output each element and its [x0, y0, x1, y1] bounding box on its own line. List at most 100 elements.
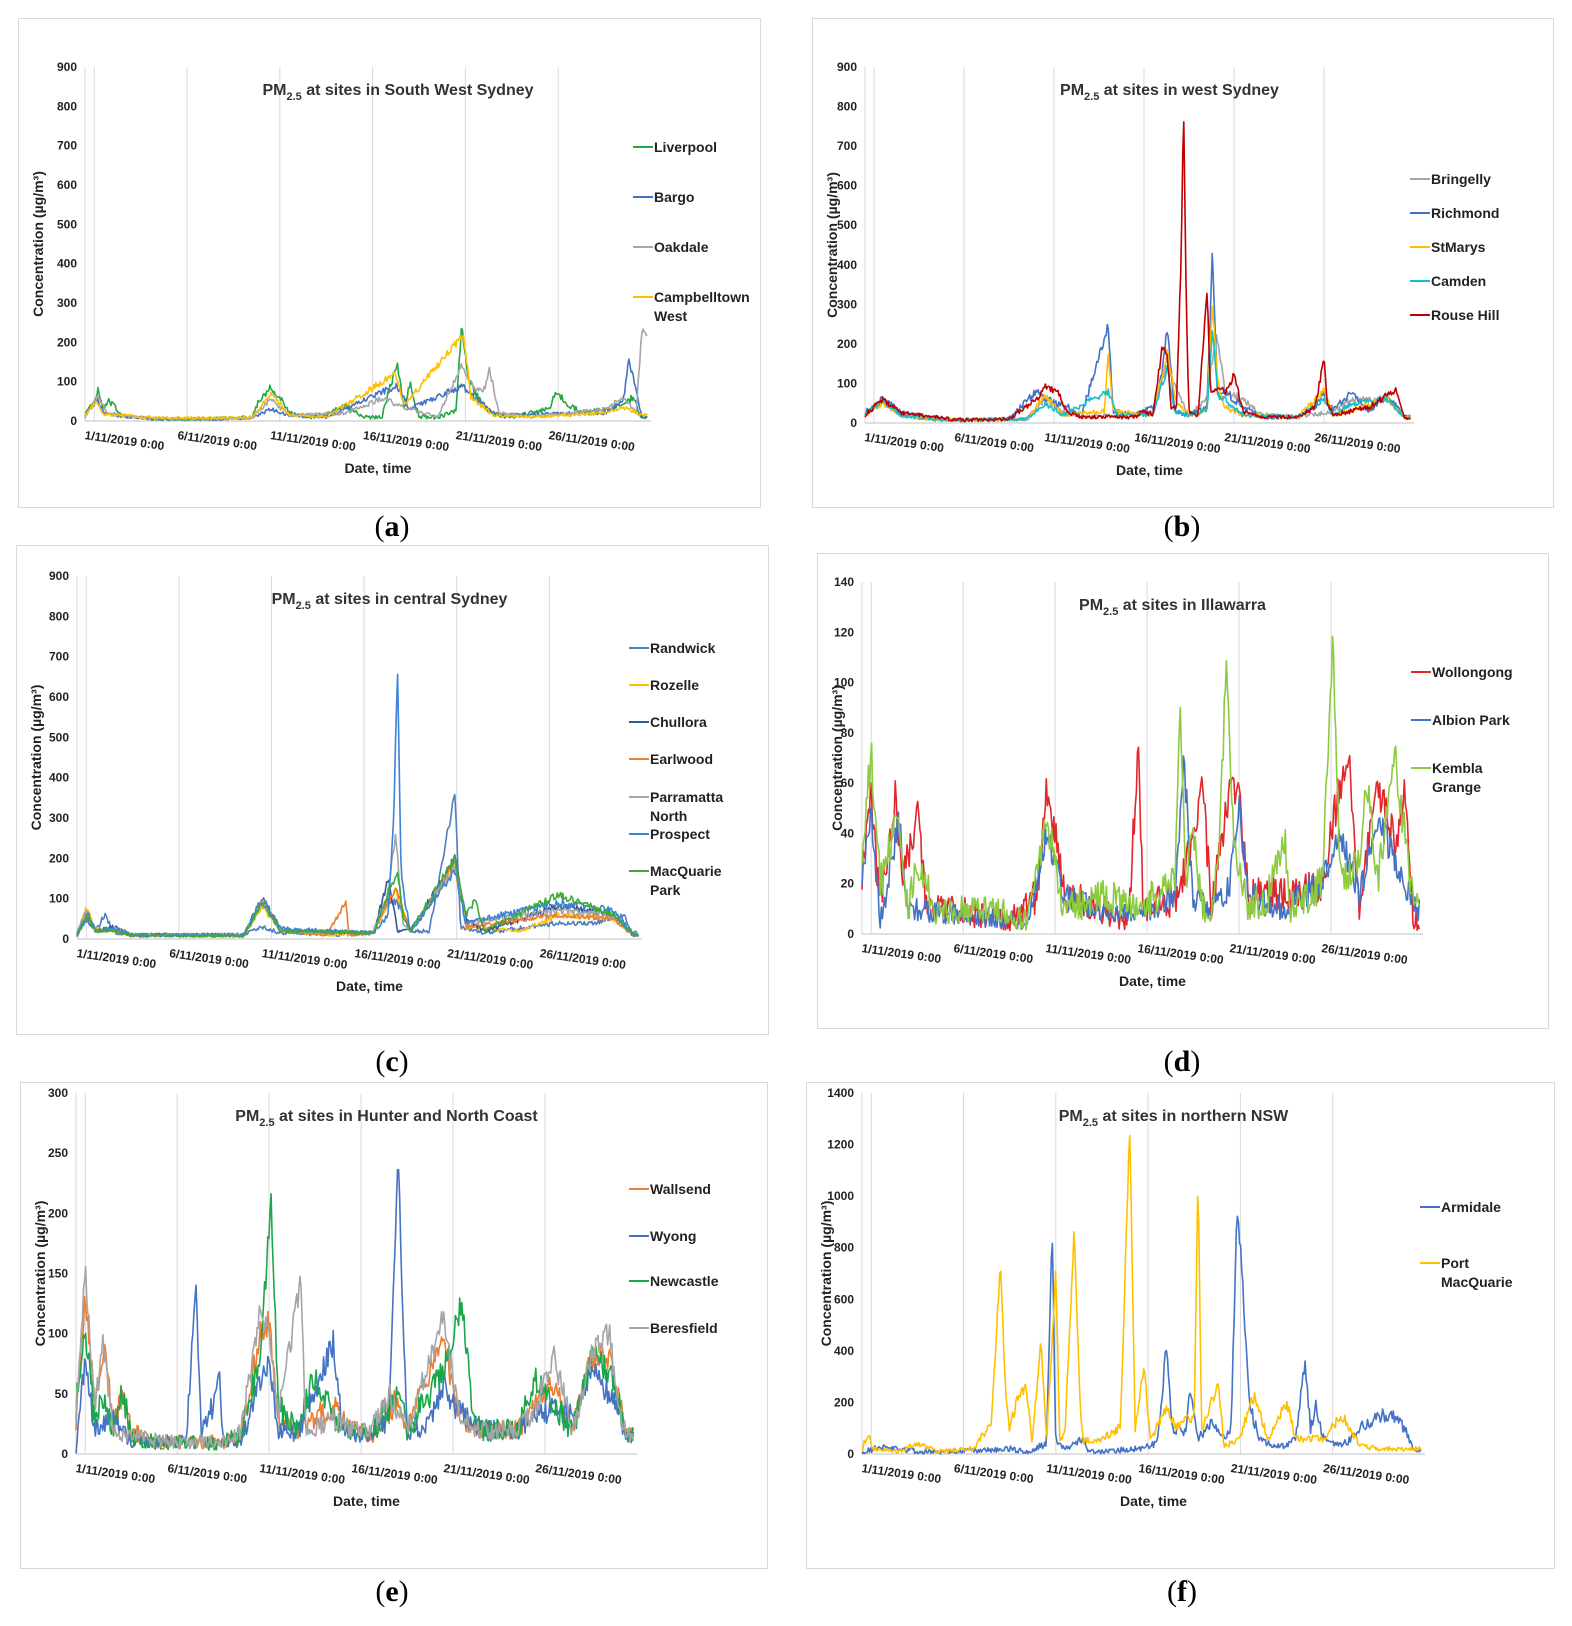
chart-svg-c: 0 100 200 300 400 500 600 700 800 900 1/11/2019 0:…: [28, 569, 723, 994]
x-tick-label: 16/11/2019 0:00: [1134, 430, 1222, 456]
chart-title: PM2.5 at sites in northern NSW: [1059, 1108, 1289, 1129]
series-line-kembla-grange: [861, 635, 1421, 931]
y-tick-label: 500: [57, 217, 77, 231]
legend-label: MacQuarie Park: [650, 863, 722, 898]
caption-a: (a): [374, 510, 410, 543]
y-tick-label: 0: [847, 927, 854, 941]
chart-title: PM2.5 at sites in central Sydney: [272, 591, 508, 612]
y-tick-label: 200: [49, 851, 69, 865]
y-tick-label: 500: [837, 218, 857, 232]
x-axis-label: Date, time: [336, 978, 403, 994]
y-axis-label: Concentration (µg/m³): [829, 685, 845, 831]
y-tick-label: 50: [55, 1387, 69, 1401]
x-tick-label: 11/11/2019 0:00: [269, 428, 357, 454]
x-tick-label: 11/11/2019 0:00: [1045, 941, 1133, 967]
x-tick-label: 26/11/2019 0:00: [1321, 941, 1409, 967]
x-tick-label: 16/11/2019 0:00: [1137, 941, 1225, 967]
y-tick-label: 900: [49, 569, 69, 583]
y-tick-label: 200: [48, 1206, 68, 1220]
y-tick-label: 120: [834, 625, 854, 639]
y-tick-label: 0: [61, 1447, 68, 1461]
chart-panel-c: 0 100 200 300 400 500 600 700 800 900 1/11/2019 0:…: [16, 545, 769, 1035]
series-line-stmarys: [864, 305, 1412, 423]
x-tick-label: 6/11/2019 0:00: [168, 946, 250, 971]
caption-b: (b): [1163, 510, 1201, 543]
y-tick-label: 600: [49, 690, 69, 704]
chart-svg-e: 0 50 100 150 200 250 300 1/11/2019 0:00 6/11/201…: [32, 1086, 719, 1509]
y-tick-label: 300: [48, 1086, 68, 1100]
y-axis-label: Concentration (µg/m³): [28, 685, 44, 831]
series-line-bargo: [84, 358, 648, 422]
legend-label: Port MacQuarie: [1441, 1255, 1513, 1290]
legend-label: Bargo: [654, 189, 694, 205]
legend-label: Bringelly: [1431, 171, 1491, 187]
x-tick-label: 6/11/2019 0:00: [953, 941, 1035, 966]
legend-label: Liverpool: [654, 139, 717, 155]
y-tick-label: 0: [847, 1447, 854, 1461]
legend-label: Albion Park: [1432, 712, 1510, 728]
y-tick-label: 800: [49, 609, 69, 623]
series-line-port-macquarie: [861, 1134, 1422, 1455]
y-tick-label: 1200: [827, 1138, 854, 1152]
y-tick-label: 100: [834, 676, 854, 690]
y-tick-label: 300: [49, 811, 69, 825]
legend-label: Randwick: [650, 640, 716, 656]
x-tick-label: 1/11/2019 0:00: [84, 428, 166, 453]
chart-panel-f: 0 200 400 600 800 1000 1200 1400 1/11/2019 0:00 6…: [806, 1082, 1555, 1569]
gridlines: [84, 67, 651, 422]
x-tick-label: 6/11/2019 0:00: [177, 428, 259, 453]
caption-f: (f): [1167, 1575, 1197, 1608]
series-line-rouse-hill: [864, 121, 1411, 423]
y-tick-label: 100: [57, 375, 77, 389]
x-tick-label: 16/11/2019 0:00: [351, 1461, 439, 1487]
chart-panel-e: 0 50 100 150 200 250 300 1/11/2019 0:00 6/11/201…: [20, 1082, 768, 1569]
y-tick-label: 500: [49, 730, 69, 744]
x-tick-label: 16/11/2019 0:00: [1138, 1461, 1226, 1487]
y-tick-label: 300: [57, 296, 77, 310]
x-tick-label: 21/11/2019 0:00: [1229, 941, 1317, 967]
y-tick-label: 800: [834, 1241, 854, 1255]
y-tick-label: 300: [837, 297, 857, 311]
legend-label: Kembla Grange: [1432, 760, 1483, 795]
y-axis-label: Concentration (µg/m³): [30, 171, 46, 317]
chart-panel-d: 0 20 40 60 80 100 120 140 1/11/2019 0:00 6/11/201…: [817, 553, 1549, 1029]
y-tick-label: 20: [841, 877, 855, 891]
y-tick-label: 100: [837, 376, 857, 390]
x-tick-label: 21/11/2019 0:00: [1224, 430, 1312, 456]
legend-label: Rozelle: [650, 677, 699, 693]
x-tick-label: 11/11/2019 0:00: [1044, 430, 1132, 456]
x-tick-label: 26/11/2019 0:00: [1322, 1461, 1410, 1487]
y-tick-label: 1000: [827, 1189, 854, 1203]
y-tick-label: 400: [834, 1344, 854, 1358]
legend-label: Prospect: [650, 826, 710, 842]
x-axis-label: Date, time: [1119, 973, 1186, 989]
legend-label: Parramatta North: [650, 789, 723, 824]
gridlines: [864, 67, 1414, 424]
gridlines: [861, 1093, 1425, 1455]
series-line-liverpool: [84, 327, 648, 422]
y-tick-label: 0: [62, 932, 69, 946]
x-tick-label: 1/11/2019 0:00: [861, 1461, 943, 1486]
legend-label: Campbelltown West: [654, 289, 750, 324]
legend-label: Oakdale: [654, 239, 709, 255]
x-tick-label: 16/11/2019 0:00: [354, 946, 442, 972]
x-tick-label: 26/11/2019 0:00: [539, 946, 627, 972]
legend-label: Beresfield: [650, 1320, 718, 1336]
series-line-macquarie-park: [76, 855, 639, 939]
caption-c: (c): [375, 1045, 409, 1078]
x-tick-label: 26/11/2019 0:00: [535, 1461, 623, 1487]
y-tick-label: 400: [49, 771, 69, 785]
x-tick-label: 1/11/2019 0:00: [864, 430, 946, 455]
y-tick-label: 900: [57, 60, 77, 74]
x-tick-label: 11/11/2019 0:00: [261, 946, 349, 972]
x-tick-label: 21/11/2019 0:00: [446, 946, 534, 972]
x-tick-label: 6/11/2019 0:00: [954, 430, 1036, 455]
y-tick-label: 150: [48, 1267, 68, 1281]
y-tick-label: 200: [837, 337, 857, 351]
x-tick-label: 21/11/2019 0:00: [443, 1461, 531, 1487]
y-tick-label: 600: [834, 1292, 854, 1306]
y-tick-label: 250: [48, 1146, 68, 1160]
y-tick-label: 400: [57, 257, 77, 271]
legend-label: Earlwood: [650, 751, 713, 767]
x-axis-label: Date, time: [1116, 462, 1183, 478]
